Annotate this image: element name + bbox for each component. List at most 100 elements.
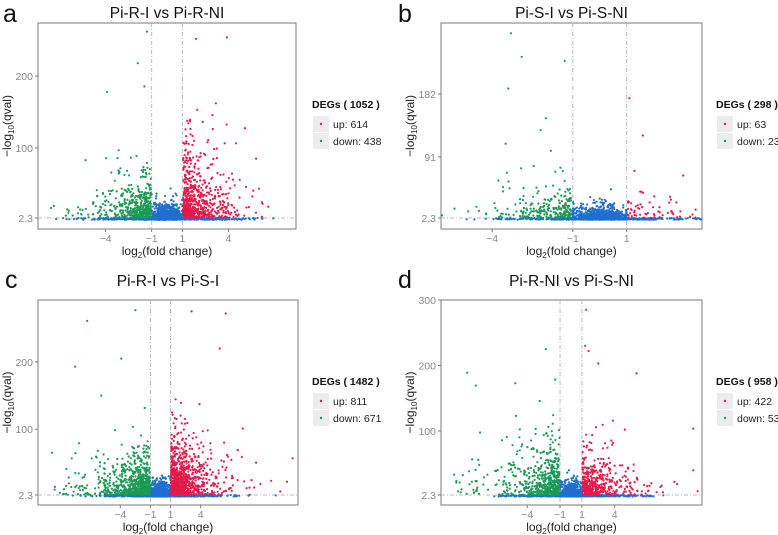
legend-marker-down [319, 139, 323, 143]
point-not-significant [172, 218, 175, 221]
point-up [199, 175, 202, 178]
point-down [120, 204, 123, 207]
point-not-significant [579, 213, 583, 217]
point-not-significant [625, 210, 628, 213]
point-not-significant [657, 217, 660, 220]
point-up [669, 198, 673, 201]
point-down [528, 213, 531, 216]
point-down [543, 208, 546, 211]
point-up [219, 185, 222, 189]
point-up [182, 157, 185, 160]
point-up [653, 195, 656, 198]
point-down [149, 191, 152, 194]
point-down [116, 157, 119, 160]
point-not-significant [651, 217, 654, 220]
point-not-significant [572, 210, 575, 213]
point-up [205, 214, 208, 217]
point-not-significant [594, 218, 597, 221]
point-down [126, 211, 129, 214]
point-down [467, 210, 470, 213]
point-up [183, 161, 186, 164]
point-down [569, 192, 572, 195]
point-not-significant [155, 203, 158, 206]
point-down [497, 179, 500, 182]
point-up [237, 213, 240, 216]
point-down [545, 215, 548, 218]
point-not-significant [580, 204, 583, 207]
point-down [148, 168, 151, 171]
point-not-significant [581, 206, 584, 209]
point-not-significant [161, 213, 165, 216]
point-up [633, 169, 636, 172]
point-down [120, 212, 123, 215]
point-down [105, 157, 108, 160]
point-down [117, 201, 121, 204]
point-not-significant [172, 200, 175, 203]
point-up [215, 157, 218, 160]
point-up [196, 173, 199, 176]
point-up [182, 209, 185, 212]
point-up [189, 170, 192, 173]
point-up [190, 176, 193, 179]
point-not-significant [251, 216, 255, 220]
point-not-significant [195, 218, 198, 221]
point-not-significant [625, 213, 628, 216]
point-up [652, 213, 656, 216]
point-up [188, 203, 191, 206]
point-not-significant [234, 217, 237, 220]
point-down [569, 187, 572, 191]
point-up [211, 163, 214, 166]
point-down [526, 215, 529, 218]
point-down [558, 201, 561, 204]
point-not-significant [621, 217, 624, 221]
point-down [569, 213, 572, 216]
point-not-significant [609, 212, 612, 215]
point-down [549, 210, 552, 213]
point-down [144, 171, 147, 174]
point-not-significant [645, 217, 649, 220]
panel-b: b Pi-S-I vs Pi-S-NI−4 −1 12.391182log2(fold… [398, 0, 778, 260]
point-down [128, 174, 131, 177]
point-not-significant [237, 217, 241, 220]
point-down [559, 207, 563, 210]
panel-letter: a [3, 0, 17, 28]
point-not-significant [580, 216, 583, 219]
point-down [416, 216, 418, 218]
point-down [532, 210, 535, 213]
point-not-significant [174, 211, 177, 214]
point-up [194, 203, 197, 206]
point-up [210, 193, 213, 196]
point-up [184, 149, 187, 152]
y-axis-label-sub: 10 [7, 124, 16, 133]
point-not-significant [152, 218, 155, 221]
point-down [553, 195, 556, 198]
point-down [137, 208, 141, 211]
point-up [197, 201, 201, 204]
point-not-significant [572, 201, 575, 204]
point-down [141, 211, 144, 214]
point-down [131, 187, 134, 191]
point-down [117, 172, 120, 175]
point-up [182, 158, 185, 161]
point-up [222, 211, 225, 214]
point-down [130, 183, 133, 187]
point-down [109, 204, 112, 207]
point-up [189, 183, 192, 186]
point-up [642, 191, 645, 194]
point-down [145, 161, 148, 165]
point-up [227, 212, 230, 215]
point-up [198, 184, 201, 187]
point-down [529, 211, 532, 214]
point-up [252, 189, 255, 192]
point-not-significant [158, 205, 161, 208]
point-up [216, 188, 219, 191]
point-not-significant [95, 494, 98, 498]
point-up [193, 193, 196, 196]
point-outlier [641, 134, 644, 137]
point-not-significant [82, 218, 85, 221]
point-down [149, 202, 152, 205]
point-up [639, 203, 642, 206]
point-up [191, 170, 194, 173]
point-up [219, 188, 222, 191]
point-down [126, 206, 130, 209]
